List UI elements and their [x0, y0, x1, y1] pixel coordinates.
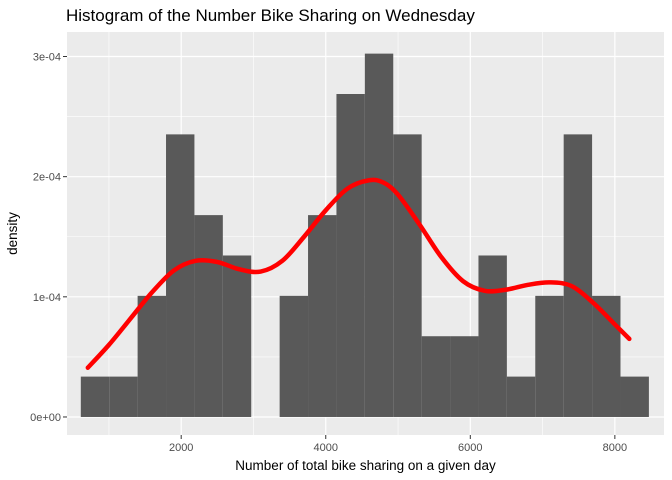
histogram-bar-11 — [393, 134, 422, 417]
histogram-bar-1 — [109, 376, 138, 417]
chart-title: Histogram of the Number Bike Sharing on … — [66, 6, 475, 25]
histogram-bar-17 — [563, 134, 593, 417]
histogram-bar-4 — [194, 215, 223, 417]
histogram-bar-9 — [336, 94, 365, 417]
y-axis-title: density — [5, 212, 20, 255]
histogram-bar-7 — [279, 295, 309, 417]
histogram-bar-14 — [478, 255, 507, 417]
y-axis: 0e+00 1e-04 2e-04 3e-04 — [30, 52, 67, 424]
y-tick-label: 0e+00 — [30, 412, 61, 424]
x-tick-label: 6000 — [458, 442, 482, 454]
density-line — [85, 177, 632, 370]
x-tick-label: 2000 — [169, 442, 193, 454]
y-tick-label: 3e-04 — [33, 52, 61, 64]
histogram-bar-2 — [137, 295, 167, 417]
y-tick-label: 2e-04 — [33, 172, 61, 184]
histogram-bar-5 — [222, 255, 252, 417]
density-curve — [85, 177, 632, 370]
y-tick-label: 1e-04 — [33, 292, 61, 304]
histogram-bar-15 — [506, 376, 536, 417]
x-axis: 2000 4000 6000 8000 — [169, 435, 627, 454]
histogram-bar-10 — [364, 53, 394, 417]
histogram-bar-8 — [308, 215, 337, 417]
x-axis-title: Number of total bike sharing on a given … — [235, 458, 496, 473]
histogram-bar-0 — [80, 376, 110, 417]
histogram-bar-13 — [450, 336, 479, 417]
x-tick-label: 8000 — [603, 442, 627, 454]
histogram-bars — [80, 53, 649, 417]
histogram-bar-12 — [421, 336, 451, 417]
histogram-bar-16 — [535, 295, 564, 417]
histogram-bar-19 — [620, 376, 649, 417]
x-tick-label: 4000 — [314, 442, 338, 454]
